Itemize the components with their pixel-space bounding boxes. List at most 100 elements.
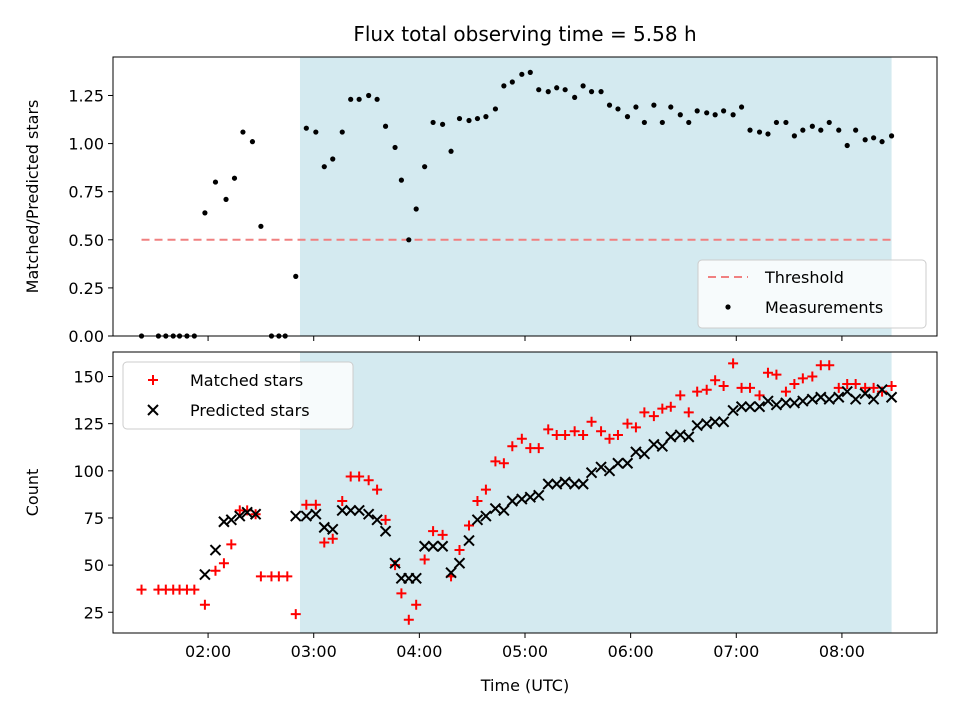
matched-star-point: [612, 429, 623, 440]
matched-star-point: [543, 424, 554, 435]
chart-title: Flux total observing time = 5.58 h: [353, 22, 696, 46]
count-panel: 25 50 75 100 125 150 02:00 03:00 04:00 05:00 06:00…: [23, 351, 938, 695]
measurement-point: [240, 129, 246, 135]
matched-star-point: [622, 418, 633, 429]
matched-star-point: [578, 429, 589, 440]
matched-star-point: [596, 426, 607, 437]
predicted-star-point: [656, 440, 669, 453]
matched-star-point: [354, 471, 365, 482]
measurement-point: [668, 104, 674, 110]
measurement-point: [330, 156, 336, 162]
matched-star-point: [363, 475, 374, 486]
legend-matched-label: Matched stars: [190, 371, 303, 390]
measurement-point: [554, 85, 560, 91]
predicted-star-point: [199, 568, 211, 581]
measurement-point: [501, 83, 507, 89]
measurement-point: [562, 87, 568, 93]
predicted-star-point: [568, 478, 581, 490]
measurement-point: [293, 273, 299, 279]
predicted-star-point: [727, 404, 739, 417]
matched-star-point: [762, 367, 773, 378]
predicted-star-point: [638, 448, 651, 460]
measurement-point: [809, 123, 815, 129]
matched-star-point: [327, 533, 338, 544]
matched-star-point: [218, 558, 229, 569]
matched-star-point: [490, 456, 501, 467]
matched-star-point: [560, 429, 571, 440]
predicted-star-point: [344, 504, 357, 517]
measurement-point: [624, 114, 631, 120]
measurement-point: [721, 108, 727, 114]
predicted-star-point: [849, 393, 862, 405]
y-tick-label: 125: [73, 415, 104, 434]
legend-measurements-swatch: [725, 304, 731, 310]
matched-star-point: [754, 390, 765, 401]
predicted-star-point: [290, 510, 302, 522]
measurement-point: [519, 71, 525, 77]
legend-box: [122, 361, 354, 430]
matched-star-point: [797, 373, 808, 384]
measurement-point: [844, 142, 850, 149]
predicted-star-point: [753, 400, 766, 413]
matched-star-point: [136, 584, 147, 595]
predicted-star-point: [859, 387, 871, 400]
y-tick-label: 1.00: [68, 135, 104, 154]
measurement-point: [712, 112, 718, 118]
matched-star-point: [850, 379, 861, 390]
matched-star-point: [728, 358, 739, 369]
matched-star-point: [437, 529, 448, 540]
matched-star-point: [639, 407, 650, 418]
predicted-star-point: [310, 508, 322, 520]
predicted-star-point: [516, 493, 528, 505]
measurement-point: [456, 115, 463, 122]
measurement-point: [871, 135, 877, 141]
measurement-point: [606, 102, 613, 108]
predicted-star-point: [550, 478, 563, 490]
measurement-point: [212, 179, 219, 185]
predicted-star-point: [717, 416, 730, 428]
matched-star-point: [665, 401, 676, 412]
measurement-point: [392, 144, 398, 151]
predicted-star-point: [815, 391, 827, 403]
predicted-star-point: [353, 504, 365, 517]
measurement-point: [440, 121, 446, 127]
matched-star-point: [683, 407, 694, 418]
matched-star-point: [189, 584, 200, 595]
predicted-star-point: [445, 566, 457, 579]
measurement-point: [826, 119, 832, 126]
matched-star-point: [372, 484, 383, 495]
predicted-star-point: [336, 504, 348, 517]
measurement-point: [765, 131, 771, 137]
measurement-point: [339, 129, 345, 135]
legend-threshold-label: Threshold: [764, 268, 844, 287]
predicted-star-point: [780, 397, 792, 409]
measurement-point: [641, 119, 647, 126]
measurement-point: [231, 175, 238, 181]
measurement-point: [430, 119, 436, 126]
measurement-point: [202, 210, 208, 216]
matched-star-point: [516, 433, 527, 444]
measurement-point: [879, 139, 885, 145]
predicted-star-point: [234, 510, 246, 522]
predicted-star-point: [209, 544, 222, 556]
measurement-point: [598, 89, 604, 95]
matched-star-point: [710, 375, 721, 386]
matched-star-point: [868, 382, 879, 393]
matched-star-point: [771, 369, 782, 380]
predicted-star-point: [533, 489, 545, 502]
matched-star-point: [657, 403, 668, 414]
y-tick-label: 0.00: [68, 327, 104, 346]
measurement-point: [321, 164, 327, 170]
matched-star-point: [337, 495, 348, 506]
matched-star-point: [498, 458, 509, 469]
measurement-point: [633, 104, 639, 110]
y-axis-label: Matched/Predicted stars: [23, 100, 42, 294]
matched-star-point: [419, 554, 430, 565]
measurement-point: [615, 106, 621, 112]
matched-star-point: [310, 499, 321, 510]
x-tick-label: 06:00: [608, 642, 654, 661]
matched-star-point: [630, 422, 641, 433]
predicted-star-point: [735, 400, 748, 413]
predicted-star-point: [867, 393, 880, 405]
measurement-point: [818, 127, 824, 133]
